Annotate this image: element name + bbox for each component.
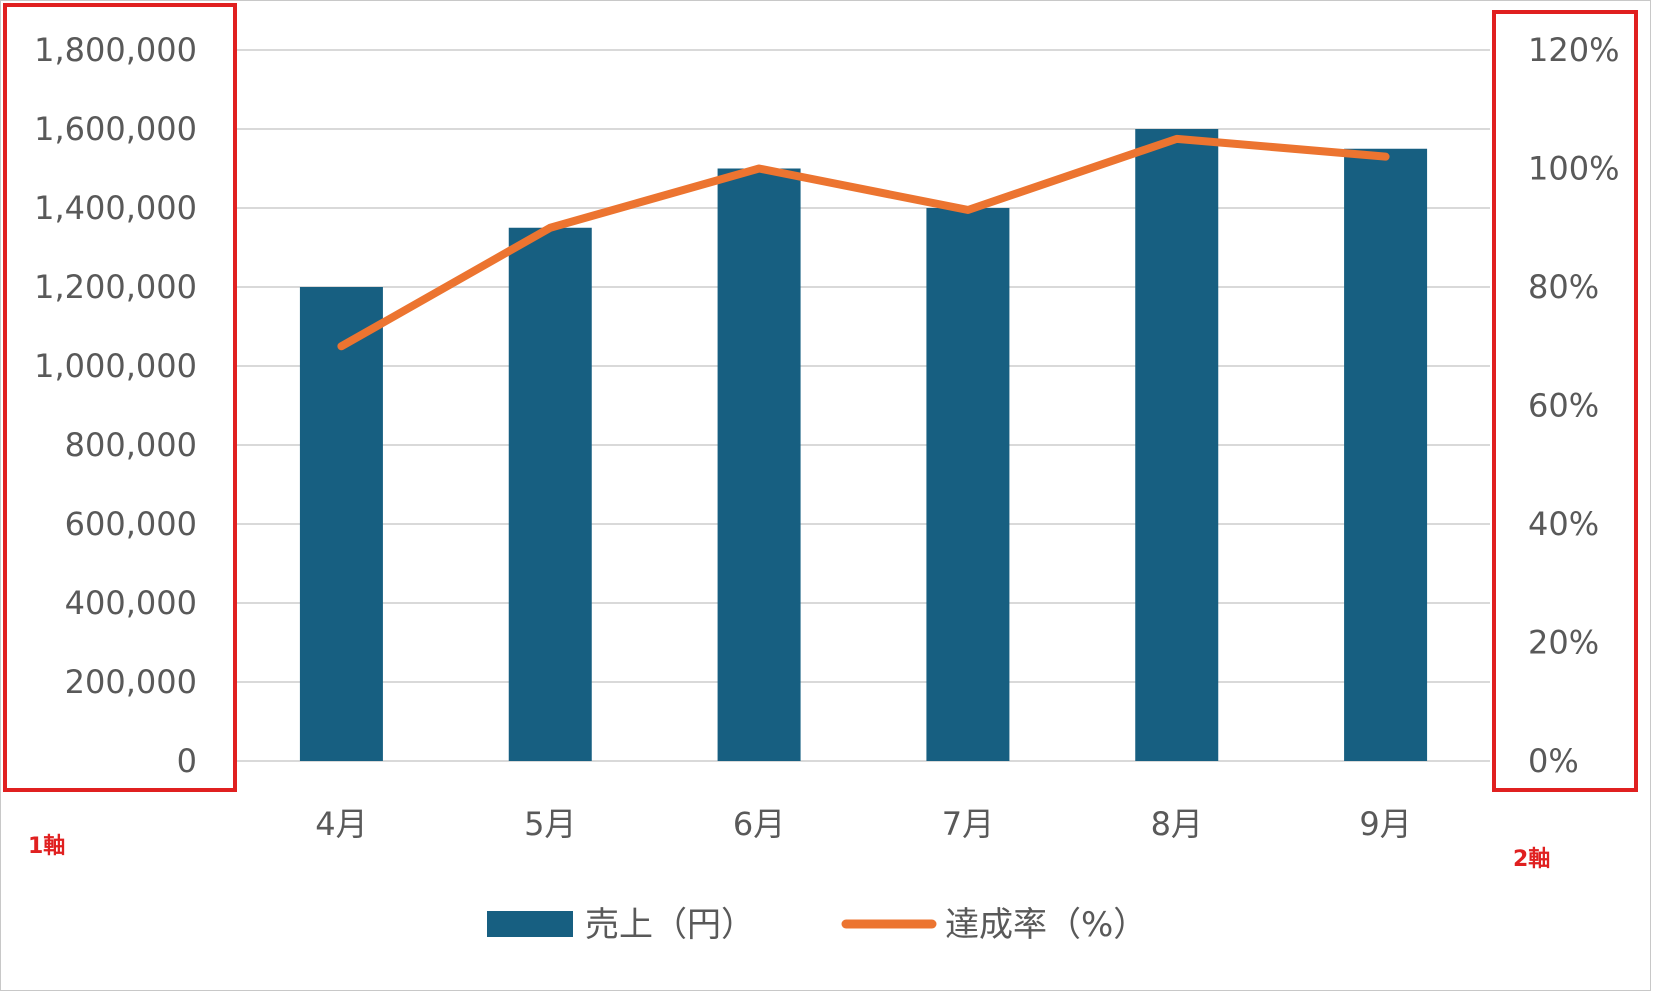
secondary-axis-tick-label: 100%: [1528, 150, 1619, 188]
primary-axis-tick-label: 1,400,000: [34, 189, 197, 227]
gridlines: [237, 49, 1490, 762]
category-label: 5月: [524, 805, 576, 843]
secondary-axis-tick-label: 120%: [1528, 31, 1619, 69]
bar-sales-6: [1344, 148, 1428, 761]
legend-swatch-sales: [487, 911, 573, 937]
primary-axis-tick-label: 0: [177, 742, 197, 780]
legend: 売上（円） 達成率（%）: [487, 905, 1147, 945]
bar-sales-3: [717, 168, 801, 761]
secondary-axis-tick-label: 80%: [1528, 268, 1599, 306]
secondary-axis-tick-label: 0%: [1528, 742, 1579, 780]
legend-label-sales: 売上（円）: [585, 905, 755, 945]
line-achievement-path: [337, 134, 1390, 351]
category-label: 7月: [942, 805, 994, 843]
primary-axis-tick-label: 1,800,000: [34, 31, 197, 69]
secondary-axis-annotation: 2軸: [1513, 846, 1550, 872]
category-label: 9月: [1359, 805, 1411, 843]
secondary-axis-ticks: 0% 20% 40% 60% 80% 100% 120%: [1528, 31, 1619, 780]
category-label: 8月: [1151, 805, 1203, 843]
primary-axis-highlight-box: [3, 3, 237, 792]
secondary-axis-highlight-box: [1492, 10, 1638, 792]
bar-sales-5: [1135, 129, 1219, 761]
line-series-achievement: [337, 134, 1390, 351]
bar-sales-1: [299, 287, 383, 761]
primary-axis-tick-label: 800,000: [65, 426, 197, 464]
bar-sales-2: [508, 227, 592, 761]
primary-axis-ticks: 0 200,000 400,000 600,000 800,000 1,000,000 1,…: [34, 31, 197, 780]
primary-axis-tick-label: 1,600,000: [34, 110, 197, 148]
category-axis-labels: 4月 5月 6月 7月 8月 9月: [315, 805, 1412, 843]
category-label: 6月: [733, 805, 785, 843]
bar-sales-4: [926, 208, 1010, 761]
primary-axis-annotation: 1軸: [28, 833, 65, 859]
primary-axis-tick-label: 1,000,000: [34, 347, 197, 385]
primary-axis-tick-label: 200,000: [65, 663, 197, 701]
primary-axis-tick-label: 600,000: [65, 505, 197, 543]
legend-label-achievement: 達成率（%）: [945, 905, 1147, 945]
secondary-axis-tick-label: 40%: [1528, 505, 1599, 543]
primary-axis-tick-label: 1,200,000: [34, 268, 197, 306]
secondary-axis-tick-label: 60%: [1528, 387, 1599, 425]
secondary-axis-tick-label: 20%: [1528, 624, 1599, 662]
primary-axis-tick-label: 400,000: [65, 584, 197, 622]
bar-series-sales: [299, 129, 1428, 761]
category-label: 4月: [315, 805, 367, 843]
